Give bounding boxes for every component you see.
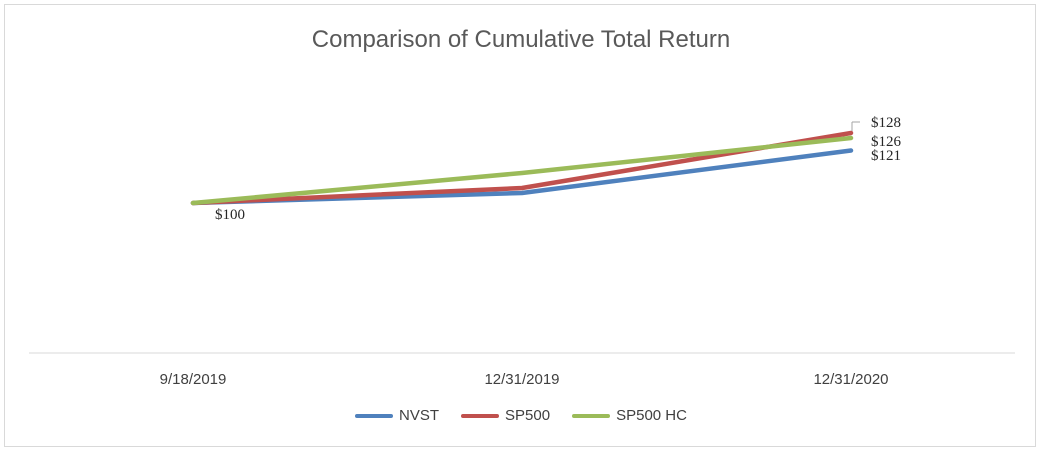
legend-swatch — [355, 413, 394, 418]
legend: NVST SP500 SP500 HC — [0, 407, 1042, 424]
legend-swatch — [461, 413, 500, 418]
chart-area — [4, 4, 1036, 447]
x-tick-label: 9/18/2019 — [160, 371, 227, 388]
legend-label: NVST — [399, 407, 440, 424]
legend-item: NVST — [355, 407, 439, 424]
chart-title: Comparison of Cumulative Total Return — [311, 26, 731, 53]
legend-swatch — [572, 413, 611, 418]
data-label: $126 — [871, 134, 902, 150]
data-label: $121 — [871, 148, 901, 164]
x-tick-label: 12/31/2019 — [484, 371, 559, 388]
legend-label: SP500 HC — [616, 407, 687, 424]
series-line-sp500-hc — [190, 135, 854, 206]
data-label: $100 — [215, 207, 245, 223]
legend-item: SP500 — [461, 407, 550, 424]
data-label: $128 — [871, 115, 901, 131]
legend-label: SP500 — [505, 407, 551, 424]
legend-item: SP500 HC — [572, 407, 687, 424]
x-tick-label: 12/31/2020 — [813, 371, 888, 388]
